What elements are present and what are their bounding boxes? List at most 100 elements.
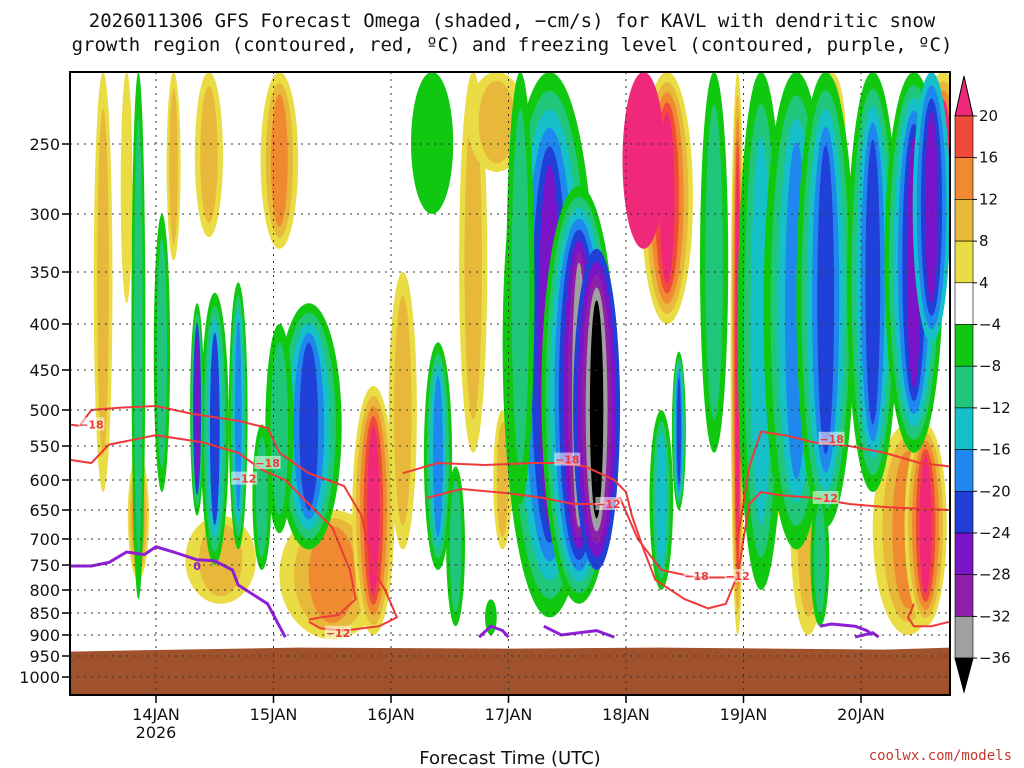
y-tick-label: 300 — [29, 205, 60, 224]
contour-label-bg — [595, 497, 622, 510]
dgz-contour-label: −18 — [255, 457, 280, 470]
dgz-contour-red — [426, 487, 950, 579]
dgz-contour-label: −12 — [326, 627, 351, 640]
omega-cell — [234, 321, 242, 511]
omega-cell — [464, 105, 482, 420]
colorbar-segment — [954, 365, 974, 409]
contour-label-bg — [818, 431, 845, 445]
colorbar-label: −20 — [979, 482, 1011, 500]
y-tick-label: 550 — [29, 437, 60, 456]
dgz-contour-red — [308, 589, 399, 632]
colorbar-bottom-arrow — [954, 657, 974, 694]
omega-cell — [478, 80, 515, 164]
dgz-contour-label: −12 — [596, 498, 621, 511]
dgz-contour-red — [70, 434, 357, 621]
omega-cell — [156, 238, 167, 468]
colorbar-segment — [954, 324, 974, 367]
contour-labels: −18 −18 −12 −12 −18 −12 −18 −12 −18 −12 0 — [78, 417, 845, 640]
y-tick-label: 500 — [29, 401, 60, 420]
gridlines — [70, 72, 950, 695]
y-tick-label: 650 — [29, 501, 60, 520]
x-tick-label: 17JAN — [485, 705, 533, 724]
omega-cell — [120, 72, 133, 304]
terrain-surface — [70, 647, 950, 695]
colorbar-label: −4 — [979, 316, 1001, 334]
y-tick-label: 400 — [29, 315, 60, 334]
y-tick-label: 750 — [29, 556, 60, 575]
chart-title-line-2: growth region (contoured, red, ºC) and f… — [72, 34, 953, 56]
freezing-level-contour — [543, 624, 615, 639]
y-tick-label: 250 — [29, 135, 60, 154]
colorbar-label: 8 — [979, 232, 989, 250]
omega-cell — [676, 377, 681, 485]
colorbar-segment — [954, 407, 974, 450]
colorbar-segment — [954, 282, 974, 325]
y-tick-label: 800 — [29, 581, 60, 600]
contour-label-bg — [683, 569, 710, 582]
omega-cell — [169, 88, 178, 245]
chart-title-line-1: 2026011306 GFS Forecast Omega (shaded, −… — [89, 10, 936, 32]
omega-cell — [394, 296, 412, 526]
dgz-contour-label: −18 — [79, 418, 104, 431]
omega-cell — [449, 480, 462, 613]
omega-cell — [865, 139, 881, 425]
colorbar-top-arrow — [954, 75, 974, 117]
omega-cell — [270, 342, 289, 516]
omega-cell — [925, 111, 938, 303]
omega-cell — [271, 94, 288, 227]
x-tick-label: 14JAN — [132, 705, 180, 724]
contour-label-bg — [231, 471, 258, 485]
colorbar-label: 12 — [979, 190, 998, 208]
freezing-level-contour — [819, 622, 874, 637]
contour-label-bg — [78, 417, 105, 431]
dgz-contour-red — [906, 603, 950, 628]
omega-cell — [200, 86, 218, 223]
omega-cell — [511, 109, 529, 467]
x-tick-sublabel: 2026 — [136, 723, 177, 742]
colorbar-label: −16 — [979, 441, 1011, 459]
colorbar-label: 4 — [979, 274, 989, 292]
freezing-level-contour — [854, 631, 880, 639]
x-tick-label: 16JAN — [367, 705, 415, 724]
omega-shaded-field — [93, 72, 950, 640]
terrain-fill — [70, 647, 950, 695]
omega-cell — [433, 375, 443, 537]
omega-cell — [97, 108, 109, 456]
x-tick-label: 18JAN — [602, 705, 650, 724]
colorbar-label: −28 — [979, 566, 1011, 584]
contour-label-bg — [812, 491, 839, 504]
dgz-contour-label: −12 — [725, 570, 750, 583]
dgz-contour-red — [736, 430, 950, 575]
omega-cell — [705, 105, 723, 420]
colorbar-segment — [954, 532, 974, 576]
dgz-contour-label: −18 — [819, 433, 844, 446]
omega-cell — [134, 117, 143, 554]
credit-text: coolwx.com/models — [869, 748, 1012, 764]
omega-cell — [817, 145, 835, 455]
x-tick-label: 19JAN — [720, 705, 768, 724]
x-axis-label: Forecast Time (UTC) — [419, 748, 600, 768]
omega-cell — [589, 300, 604, 519]
colorbar-segment — [954, 199, 974, 242]
colorbar-label: −36 — [979, 649, 1011, 667]
contour-label-bg — [254, 456, 281, 469]
omega-cell — [411, 72, 454, 214]
colorbar-segment — [954, 115, 974, 159]
freezing-level-contour — [478, 624, 510, 639]
contour-label-bg — [554, 452, 581, 466]
freezing-level-label: 0 — [193, 560, 201, 573]
dgz-contour-label: −18 — [555, 454, 580, 467]
dgz-contour-label: −12 — [232, 473, 257, 486]
omega-cell — [255, 437, 268, 558]
colorbar-label: −24 — [979, 524, 1011, 542]
dgz-contour-label: −18 — [684, 570, 709, 583]
y-tick-label: 350 — [29, 263, 60, 282]
colorbar: 20 16 12 8 4 −4 −8 −12 −16 −20 −24 −28 −32 −36 — [954, 75, 1011, 694]
y-tick-label: 900 — [29, 626, 60, 645]
dgz-contour-red — [70, 404, 386, 591]
colorbar-label: 20 — [979, 107, 998, 125]
dgz-contour-label: −12 — [813, 492, 838, 505]
